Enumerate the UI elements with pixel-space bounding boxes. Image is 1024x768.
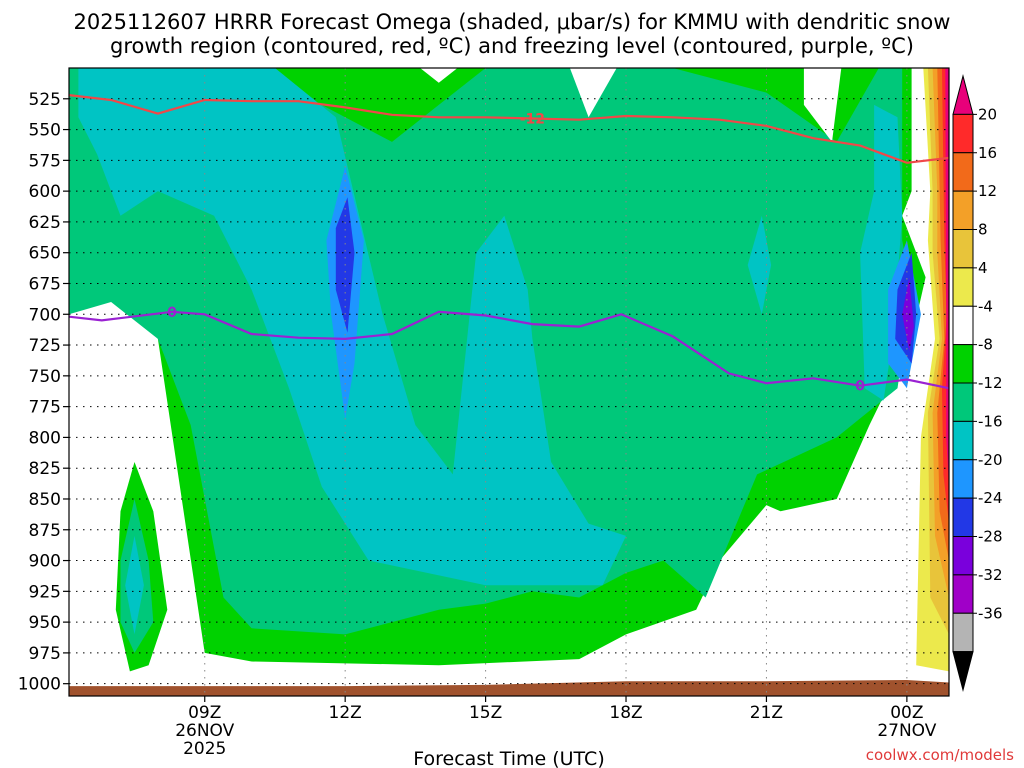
colorbar-segment-13 bbox=[952, 574, 974, 614]
omega-region-19 bbox=[420, 68, 458, 83]
x-tick-label-21-0: 21Z bbox=[750, 703, 783, 723]
omega-region-7 bbox=[125, 535, 144, 635]
colorbar-label-8: -16 bbox=[978, 412, 1003, 430]
colorbar-label-10: -24 bbox=[978, 489, 1003, 507]
y-tick-label-925: 925 bbox=[29, 582, 61, 602]
y-tick-label-675: 675 bbox=[29, 274, 61, 294]
y-tick-label-1000: 1000 bbox=[18, 675, 61, 695]
colorbar-label-1: 16 bbox=[978, 144, 997, 162]
x-tick-label-24-1: 27NOV bbox=[877, 721, 936, 741]
y-tick-label-625: 625 bbox=[29, 213, 61, 233]
y-tick-label-975: 975 bbox=[29, 644, 61, 664]
omega-region-18 bbox=[945, 68, 949, 487]
colorbar-segment-8 bbox=[952, 382, 974, 422]
omega-region-21 bbox=[803, 68, 842, 142]
colorbar-label-3: 8 bbox=[978, 221, 988, 239]
colorbar-segment-5 bbox=[952, 267, 974, 307]
colorbar-segment-12 bbox=[952, 536, 974, 576]
y-tick-label-525: 525 bbox=[29, 90, 61, 110]
y-tick-label-750: 750 bbox=[29, 367, 61, 387]
y-tick-label-600: 600 bbox=[29, 182, 61, 202]
chart-title-line1: 2025112607 HRRR Forecast Omega (shaded, … bbox=[74, 10, 951, 34]
y-tick-label-550: 550 bbox=[29, 121, 61, 141]
colorbar-arrow-top bbox=[952, 74, 974, 115]
x-tick-label-18-0: 18Z bbox=[609, 703, 642, 723]
colorbar-label-12: -32 bbox=[978, 566, 1003, 584]
colorbar-segment-3 bbox=[952, 190, 974, 230]
dgz-contour-label: -12 bbox=[520, 111, 545, 127]
terrain-layer bbox=[69, 680, 949, 696]
colorbar-segment-6 bbox=[952, 305, 974, 346]
omega-region-5 bbox=[747, 215, 772, 315]
x-tick-label-9-1: 26NOV bbox=[175, 721, 234, 741]
freezing-contour-line bbox=[69, 310, 949, 390]
contour-lines: -12 0 0 bbox=[69, 94, 949, 395]
omega-region-12 bbox=[902, 277, 914, 352]
colorbar-label-0: 20 bbox=[978, 105, 997, 123]
colorbar-label-11: -28 bbox=[978, 528, 1003, 546]
x-tick-label-9-0: 09Z bbox=[188, 703, 221, 723]
plot-frame bbox=[68, 67, 950, 697]
colorbar-segment-7 bbox=[952, 344, 974, 384]
y-tick-label-850: 850 bbox=[29, 490, 61, 510]
y-axis-ticks: 525 550 575 600 625 650 675 700 725 750 775 800 825 8… bbox=[18, 90, 69, 695]
chart-title-line2: growth region (contoured, red, ºC) and f… bbox=[110, 34, 914, 58]
colorbar-label-2: 12 bbox=[978, 182, 997, 200]
colorbar-segment-1 bbox=[952, 113, 974, 154]
colorbar-segment-4 bbox=[952, 229, 974, 269]
colorbar-segment-14 bbox=[952, 612, 974, 653]
colorbar-arrow-bottom bbox=[952, 651, 974, 692]
colorbar-label-4: 4 bbox=[978, 259, 988, 277]
omega-region-20 bbox=[569, 68, 617, 118]
y-tick-label-650: 650 bbox=[29, 244, 61, 264]
colorbar-segment-9 bbox=[952, 420, 974, 461]
terrain-surface bbox=[69, 680, 949, 696]
colorbar-segment-2 bbox=[952, 152, 974, 192]
y-tick-label-875: 875 bbox=[29, 521, 61, 541]
colorbar-label-5: -4 bbox=[978, 297, 993, 315]
y-tick-label-800: 800 bbox=[29, 428, 61, 448]
colorbar-label-6: -8 bbox=[978, 336, 993, 354]
x-tick-label-12-0: 12Z bbox=[329, 703, 362, 723]
x-tick-label-9-2: 2025 bbox=[183, 739, 226, 759]
colorbar-segment-11 bbox=[952, 497, 974, 537]
colorbar-label-13: -36 bbox=[978, 604, 1003, 622]
dgz-contour-line bbox=[69, 94, 949, 164]
freezing-contour-label: 0 bbox=[167, 305, 177, 321]
x-axis-label: Forecast Time (UTC) bbox=[413, 748, 604, 768]
y-tick-label-950: 950 bbox=[29, 613, 61, 633]
colorbar-segment-10 bbox=[952, 459, 974, 499]
y-tick-label-900: 900 bbox=[29, 552, 61, 572]
freezing-contour-label-2: 0 bbox=[855, 379, 865, 395]
credit-text: coolwx.com/models bbox=[866, 746, 1014, 764]
y-tick-label-575: 575 bbox=[29, 151, 61, 171]
x-tick-label-15-0: 15Z bbox=[469, 703, 502, 723]
y-tick-label-825: 825 bbox=[29, 459, 61, 479]
x-tick-label-24-0: 00Z bbox=[890, 703, 923, 723]
y-tick-label-700: 700 bbox=[29, 305, 61, 325]
colorbar-label-7: -12 bbox=[978, 374, 1003, 392]
colorbar: 20 16 12 8 4 -4 -8 -12 -16 -20 -24 -28 -32 -36 bbox=[952, 74, 1003, 692]
colorbar-label-9: -20 bbox=[978, 451, 1003, 469]
y-tick-label-725: 725 bbox=[29, 336, 61, 356]
y-tick-label-775: 775 bbox=[29, 398, 61, 418]
